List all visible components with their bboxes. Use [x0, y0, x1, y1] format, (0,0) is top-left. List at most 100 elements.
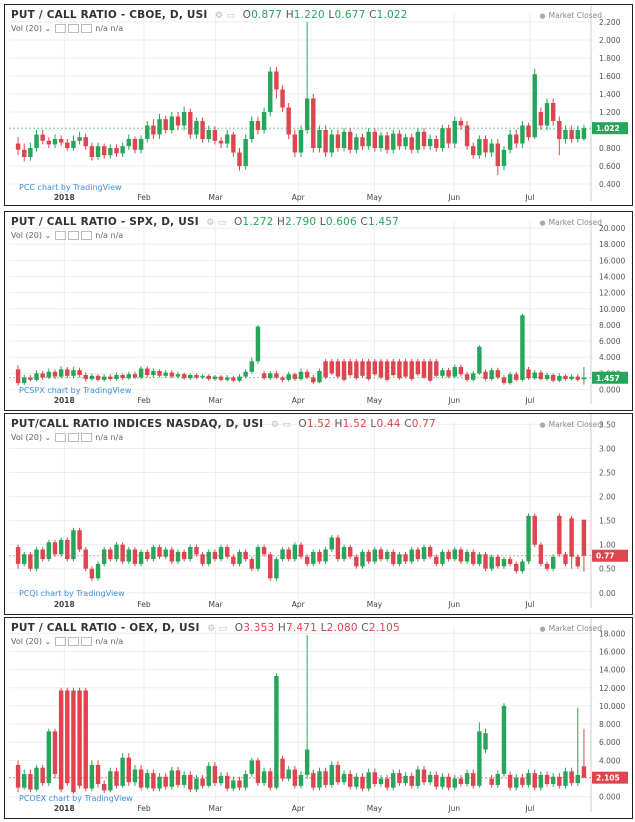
candle-body	[292, 374, 298, 380]
candle-body	[483, 371, 488, 380]
candle-body	[317, 771, 322, 788]
candle-body	[237, 551, 242, 564]
candle-body	[286, 769, 291, 779]
candle-body	[526, 773, 531, 785]
close-box-icon[interactable]	[80, 24, 92, 33]
last-price-value: 1.022	[596, 124, 620, 133]
candle-body	[151, 547, 156, 560]
y-tick-label: 20.000	[599, 224, 625, 233]
ohlc-close: 2.105	[368, 622, 400, 634]
candle-body	[366, 131, 371, 147]
ohlc-open: 3.353	[243, 622, 275, 634]
candle-body	[224, 377, 230, 380]
candle-body	[323, 771, 328, 785]
candle-body	[138, 551, 144, 564]
settings-icon[interactable]: ⚙ ▭	[270, 420, 291, 430]
candle-body	[458, 778, 464, 785]
volume-legend: Vol (20) ⌄ n/a n/a	[11, 433, 123, 442]
candle-body	[397, 361, 402, 379]
candle-body	[268, 373, 273, 379]
y-tick-label: 0.600	[599, 162, 621, 171]
y-tick-label: 14.000	[599, 666, 625, 675]
eye-icon[interactable]	[54, 637, 66, 646]
chart-credit-link[interactable]: PCSPX chart by TradingView	[19, 386, 132, 395]
settings-box-icon[interactable]	[67, 433, 79, 442]
close-box-icon[interactable]	[80, 637, 92, 646]
candle-body	[175, 116, 181, 126]
candle-body	[544, 563, 550, 569]
last-price-badge	[592, 771, 628, 784]
candle-body	[569, 518, 574, 557]
candle-body	[391, 133, 396, 150]
candle-body	[22, 554, 27, 564]
candle-body	[384, 135, 390, 150]
x-tick-label: Jul	[524, 396, 534, 405]
volume-legend: Vol (20) ⌄ n/a n/a	[11, 637, 123, 646]
volume-label: Vol (20)	[11, 637, 42, 646]
eye-icon[interactable]	[54, 231, 66, 240]
visibility-icon[interactable]: ⌄	[44, 24, 52, 33]
settings-icon[interactable]: ⚙ ▭	[215, 11, 236, 21]
y-tick-label: 18.000	[599, 629, 625, 638]
close-box-icon[interactable]	[80, 231, 92, 240]
candle-body	[532, 74, 537, 138]
candle-body	[157, 370, 162, 376]
candle-body	[218, 547, 224, 560]
settings-icon[interactable]: ⚙ ▭	[207, 624, 228, 634]
chart-svg-pcc: 0.4000.6000.8001.0001.2001.4001.6001.800…	[9, 5, 628, 202]
candle-body	[434, 556, 439, 564]
candle-body	[231, 377, 236, 381]
candle-body	[304, 556, 310, 564]
settings-box-icon[interactable]	[67, 637, 79, 646]
candle-body	[427, 139, 433, 147]
candle-body	[317, 370, 322, 383]
candle-body	[28, 774, 33, 790]
chart-credit-link[interactable]: PCOEX chart by TradingView	[19, 794, 133, 803]
visibility-icon[interactable]: ⌄	[44, 433, 52, 442]
candle-body	[34, 134, 39, 148]
eye-icon[interactable]	[54, 24, 66, 33]
last-price-value: 0.77	[596, 552, 615, 561]
candle-body	[200, 778, 205, 786]
candle-body	[458, 549, 464, 562]
candle-body	[538, 774, 544, 788]
candle-body	[421, 769, 427, 783]
candle-body	[347, 131, 353, 150]
settings-box-icon[interactable]	[67, 24, 79, 33]
eye-icon[interactable]	[54, 433, 66, 442]
candle-body	[532, 515, 537, 545]
candle-body	[495, 556, 501, 567]
candle-body	[329, 764, 334, 785]
candle-body	[569, 376, 574, 380]
candle-body	[489, 143, 494, 153]
candle-body	[569, 771, 574, 784]
candle-body	[52, 731, 58, 775]
ohlc-open: 0.877	[251, 9, 283, 21]
visibility-icon[interactable]: ⌄	[44, 231, 52, 240]
x-tick-label: Jun	[447, 600, 460, 609]
status-dot-icon: ●	[539, 625, 546, 633]
candle-body	[175, 374, 181, 377]
candle-body	[415, 549, 421, 560]
close-box-icon[interactable]	[80, 433, 92, 442]
chart-credit-link[interactable]: PCQI chart by TradingView	[19, 589, 125, 598]
volume-na-1: n/a	[95, 24, 108, 33]
settings-icon[interactable]: ⚙ ▭	[206, 218, 227, 228]
candle-body	[101, 376, 107, 380]
candle-body	[237, 780, 242, 788]
candle-body	[83, 375, 88, 380]
x-tick-label: Feb	[137, 600, 151, 609]
candle-body	[397, 554, 402, 564]
candle-body	[520, 315, 525, 380]
candle-body	[403, 775, 408, 784]
chart-title: PUT/CALL RATIO INDICES NASDAQ, D, USI	[11, 418, 264, 430]
candle-body	[415, 361, 421, 375]
chart-credit-link[interactable]: PCC chart by TradingView	[19, 183, 122, 192]
visibility-icon[interactable]: ⌄	[44, 637, 52, 646]
candle-body	[495, 774, 501, 785]
candle-body	[249, 559, 255, 569]
candle-body	[507, 774, 513, 788]
y-tick-label: 1.00	[599, 541, 616, 550]
last-price-badge	[592, 122, 628, 135]
settings-box-icon[interactable]	[67, 231, 79, 240]
